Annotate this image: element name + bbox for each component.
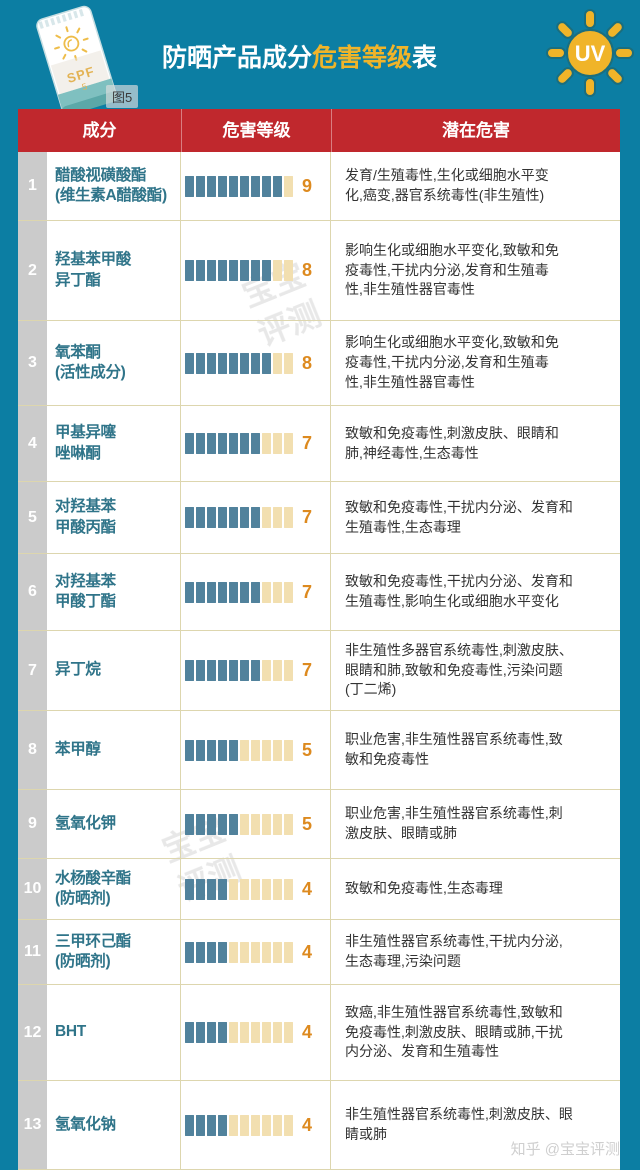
svg-text:UV: UV — [575, 41, 606, 66]
